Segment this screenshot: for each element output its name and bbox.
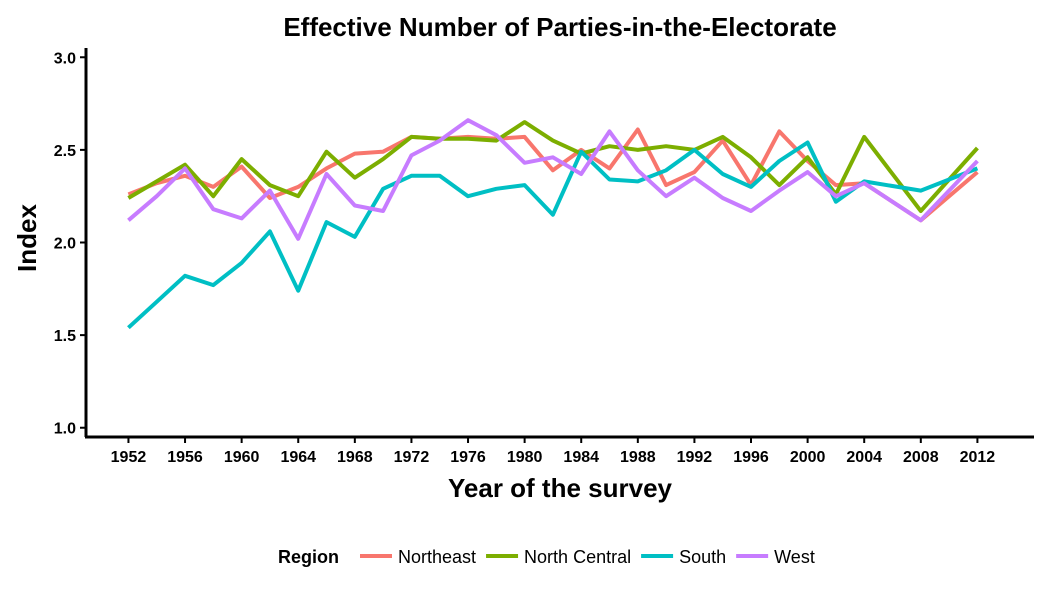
x-tick-label: 2000 [790,449,826,466]
legend-label: North Central [524,547,631,567]
x-tick-label: 1960 [224,449,260,466]
legend-label: Northeast [398,547,476,567]
x-tick-label: 1952 [111,449,147,466]
series-line-north-central [128,122,977,211]
y-tick-label: 1.5 [54,328,76,345]
x-tick-label: 1992 [677,449,713,466]
legend: Region Northeast North Central South West [278,547,815,567]
legend-title: Region [278,547,339,567]
y-tick-label: 1.0 [54,421,76,438]
x-tick-label: 1980 [507,449,543,466]
x-tick-label: 1972 [394,449,430,466]
x-axis-ticks: 1952 1956 1960 1964 1968 1972 1976 1980 1984 1988… [111,437,996,466]
chart-title: Effective Number of Parties-in-the-Elect… [283,12,836,42]
y-axis-ticks: 1.0 1.5 2.0 2.5 3.0 [54,50,86,437]
x-tick-label: 1988 [620,449,656,466]
x-tick-label: 1956 [167,449,203,466]
x-tick-label: 1976 [450,449,486,466]
plot-area [128,120,977,328]
y-tick-label: 2.5 [54,143,76,160]
x-tick-label: 1996 [733,449,769,466]
x-axis-title: Year of the survey [448,473,673,503]
x-tick-label: 2008 [903,449,939,466]
x-tick-label: 2012 [960,449,996,466]
y-tick-label: 3.0 [54,50,76,67]
y-axis-title: Index [12,204,42,272]
x-tick-label: 2004 [846,449,882,466]
x-tick-label: 1984 [563,449,599,466]
legend-label: South [679,547,726,567]
y-tick-label: 2.0 [54,236,76,253]
legend-label: West [774,547,815,567]
x-tick-label: 1964 [280,449,316,466]
x-tick-label: 1968 [337,449,373,466]
